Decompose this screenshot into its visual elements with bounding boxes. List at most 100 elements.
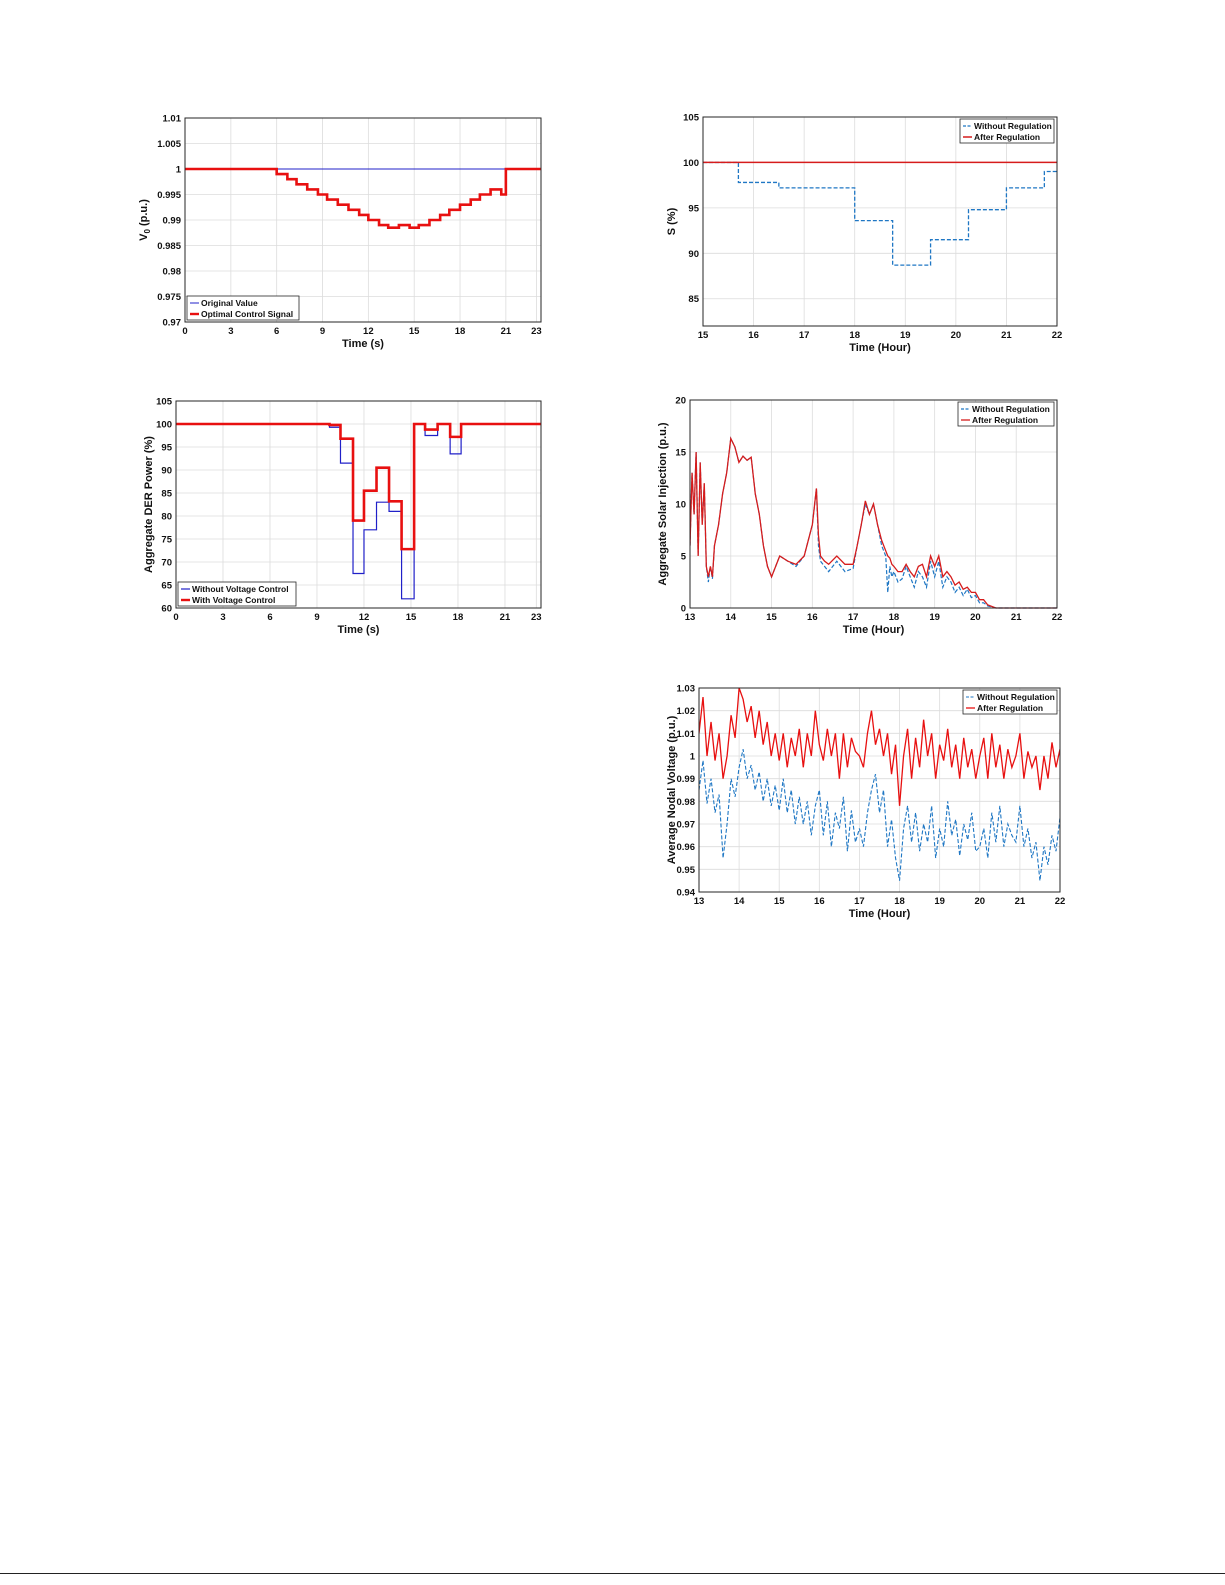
y-tick-label: 65 (161, 581, 172, 592)
x-tick-label: 12 (363, 326, 374, 337)
y-tick-label: 80 (161, 512, 172, 523)
x-tick-label: 22 (1052, 330, 1063, 341)
x-tick-label: 23 (531, 612, 542, 623)
y-tick-label: 0.985 (157, 241, 181, 252)
x-tick-label: 15 (774, 896, 785, 907)
y-tick-label: 0.975 (157, 292, 181, 303)
y-tick-label: 1.01 (163, 114, 182, 125)
plot-frame (175, 400, 542, 609)
legend-label: After Regulation (972, 415, 1038, 425)
x-tick-label: 16 (807, 612, 818, 623)
x-tick-label: 17 (799, 330, 810, 341)
x-tick-label: 15 (409, 326, 420, 337)
x-tick-label: 21 (500, 612, 511, 623)
legend-box (959, 118, 1055, 144)
y-axis-title: Aggregate Solar Injection (p.u.) (657, 422, 669, 586)
x-axis-title: Time (Hour) (849, 342, 911, 354)
y-axis-title: Average Nodal Voltage (p.u.) (666, 715, 678, 864)
x-tick-label: 19 (929, 612, 940, 623)
legend-box (186, 295, 300, 321)
x-tick-label: 17 (848, 612, 859, 623)
legend-box (962, 689, 1058, 715)
x-tick-label: 6 (274, 326, 279, 337)
y-axis-title: S (%) (666, 207, 678, 235)
y-tick-label: 1 (690, 752, 696, 763)
legend-label: Original Value (201, 298, 258, 308)
y-tick-label: 105 (683, 113, 700, 124)
x-tick-label: 20 (951, 330, 962, 341)
series-line-after-regulation (699, 687, 1060, 806)
y-tick-label: 0 (681, 604, 686, 615)
y-tick-label: 75 (161, 535, 172, 546)
series-line-without-regulation (690, 436, 1057, 609)
y-axis-title-main: V (138, 233, 150, 241)
plot-frame (689, 399, 1058, 609)
x-tick-label: 13 (685, 612, 696, 623)
x-tick-label: 17 (854, 896, 865, 907)
x-tick-label: 19 (900, 330, 911, 341)
x-tick-label: 9 (320, 326, 325, 337)
y-tick-label: 0.98 (677, 797, 696, 808)
legend-box (177, 581, 297, 607)
plot-frame (184, 117, 542, 323)
x-tick-label: 18 (455, 326, 466, 337)
x-tick-label: 3 (228, 326, 233, 337)
x-tick-label: 18 (453, 612, 464, 623)
x-tick-label: 20 (974, 896, 985, 907)
chart-c4: 13 14 15 16 17 18 19 20 21 22 0 5 10 15 20 Time (Hour) A… (657, 396, 1062, 637)
x-tick-label: 22 (1055, 896, 1066, 907)
x-tick-label: 15 (766, 612, 777, 623)
legend-box (957, 401, 1055, 427)
x-tick-label: 14 (734, 896, 745, 907)
x-tick-label: 18 (894, 896, 905, 907)
y-axis-title-units: (p.u.) (138, 199, 150, 229)
x-tick-label: 18 (849, 330, 860, 341)
y-tick-label: 95 (161, 443, 172, 454)
y-tick-label: 5 (681, 552, 687, 563)
y-tick-label: 0.94 (677, 888, 696, 899)
x-tick-label: 12 (359, 612, 370, 623)
y-tick-label: 15 (675, 448, 686, 459)
y-tick-label: 0.98 (163, 267, 182, 278)
x-tick-label: 20 (970, 612, 981, 623)
y-tick-label: 90 (161, 466, 172, 477)
y-tick-label: 0.99 (677, 774, 696, 785)
x-tick-label: 18 (889, 612, 900, 623)
chart-c5: 13 14 15 16 17 18 19 20 21 22 0.94 0.95 0.96 0.97 0.98… (666, 684, 1065, 921)
legend-label: Optimal Control Signal (201, 309, 293, 319)
y-tick-label: 0.95 (677, 865, 696, 876)
series-line-after-regulation (690, 436, 1057, 609)
chart-c1: 0 3 6 9 12 15 18 21 23 0.97 0.975 0.98 0.985 0.99 0.99… (138, 114, 542, 351)
x-tick-label: 0 (182, 326, 187, 337)
x-tick-label: 22 (1052, 612, 1063, 623)
y-tick-label: 70 (161, 558, 172, 569)
x-tick-label: 13 (694, 896, 705, 907)
y-tick-label: 0.97 (677, 820, 696, 831)
y-tick-label: 60 (161, 604, 172, 615)
y-tick-label: 85 (688, 294, 699, 305)
y-axis-title: Aggregate DER Power (%) (143, 436, 155, 573)
plot-frame (698, 687, 1061, 893)
y-tick-label: 85 (161, 489, 172, 500)
y-tick-label: 10 (675, 500, 686, 511)
y-tick-label: 0.96 (677, 842, 696, 853)
x-axis-title: Time (Hour) (849, 908, 911, 920)
x-tick-label: 14 (725, 612, 736, 623)
page-footer-rule (0, 1573, 1225, 1574)
plot-frame (702, 116, 1058, 327)
series-line-with-voltage-control (176, 422, 541, 551)
y-tick-label: 1.005 (157, 139, 181, 150)
legend-label: Without Regulation (972, 404, 1050, 414)
y-axis-title-subscript: 0 (143, 229, 152, 234)
x-tick-label: 21 (1011, 612, 1022, 623)
x-tick-label: 23 (531, 326, 542, 337)
legend-label: Without Regulation (974, 121, 1052, 131)
x-tick-label: 21 (1001, 330, 1012, 341)
x-axis-title: Time (Hour) (843, 624, 905, 636)
x-tick-label: 9 (314, 612, 319, 623)
x-tick-label: 6 (267, 612, 272, 623)
x-tick-label: 16 (814, 896, 825, 907)
